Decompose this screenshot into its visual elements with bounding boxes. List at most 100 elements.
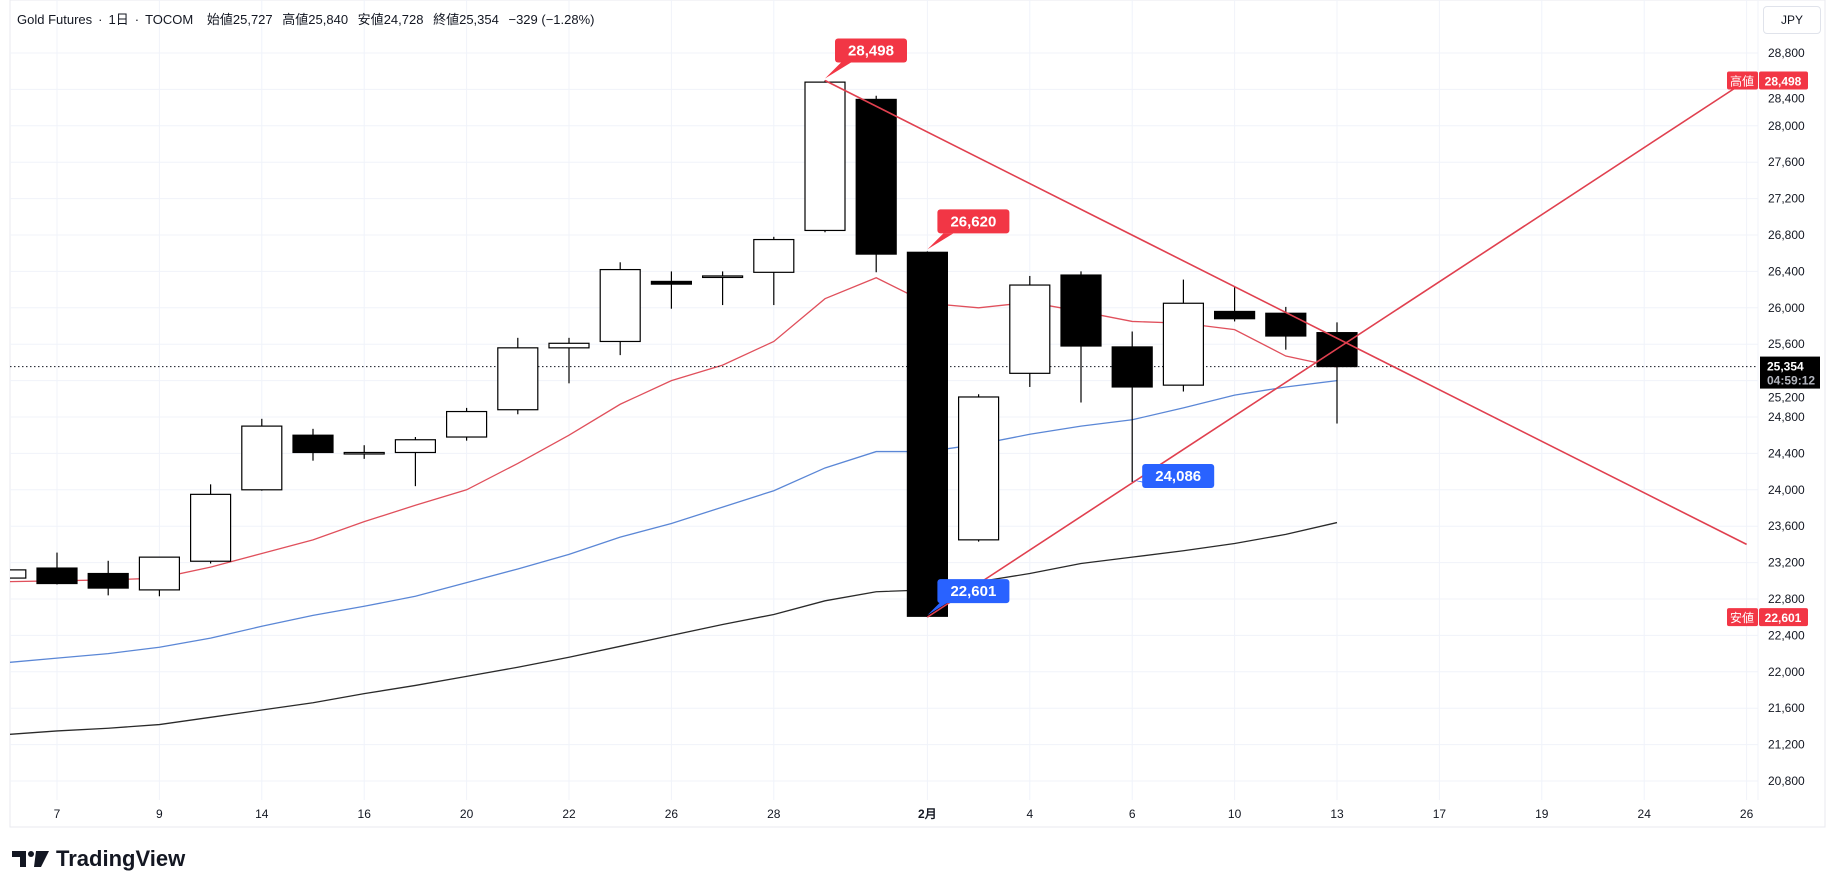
candle — [87, 560, 129, 596]
candle — [292, 428, 334, 461]
candle — [1009, 275, 1051, 387]
grid — [10, 0, 1758, 800]
callout-pointer — [927, 233, 954, 250]
callout-box — [835, 38, 907, 63]
time-tick-label: 28 — [767, 807, 781, 821]
candle — [650, 271, 693, 309]
candle-body — [1265, 312, 1307, 337]
high-value: 25,840 — [308, 12, 349, 27]
candle-body — [292, 434, 334, 454]
tradingview-logo[interactable]: TradingView — [12, 846, 185, 872]
price-tick-label: 24,800 — [1768, 410, 1805, 424]
price-tick-label: 26,400 — [1768, 264, 1805, 278]
price-tick-label: 28,400 — [1768, 91, 1805, 105]
candle-body — [87, 572, 129, 589]
high-label: 高値 — [282, 12, 309, 27]
callout-text: 22,601 — [950, 583, 996, 600]
legend-header: Gold Futures · 1日 · TOCOM 始値25,727 高値25,840 … — [17, 12, 595, 27]
low-marker-value-box — [1759, 608, 1808, 627]
price-tick-label: 22,400 — [1768, 628, 1805, 642]
price-callout: 28,498 — [825, 38, 907, 79]
candle — [957, 394, 1000, 542]
currency-button[interactable]: JPY — [1763, 6, 1821, 34]
time-tick-label: 4 — [1026, 807, 1033, 821]
low-label: 安値 — [357, 12, 384, 27]
close-value: 25,354 — [459, 12, 499, 27]
callout-text: 24,086 — [1155, 468, 1201, 485]
candle-body — [1213, 310, 1256, 320]
logo-text: TradingView — [56, 846, 186, 871]
candle — [804, 80, 846, 233]
candle-body — [10, 569, 27, 579]
candle-body — [1060, 274, 1102, 347]
price-tick-label: 27,200 — [1768, 192, 1805, 206]
candle — [36, 552, 78, 585]
candle-body — [701, 275, 744, 279]
time-tick-label: 14 — [255, 807, 269, 821]
candle-body — [138, 556, 180, 591]
price-tick-label: 28,000 — [1768, 119, 1805, 133]
candle-body — [241, 425, 283, 491]
candle — [190, 484, 232, 564]
high-marker-value: 28,498 — [1765, 74, 1802, 88]
price-tick-label: 25,600 — [1768, 337, 1805, 351]
candle — [599, 262, 641, 356]
moving-average-line-3 — [10, 521, 1338, 735]
candle-body — [1111, 346, 1153, 388]
price-tick-label: 21,200 — [1768, 738, 1805, 752]
candle — [343, 445, 385, 459]
candle-body — [804, 81, 846, 232]
current-price-value: 25,354 — [1767, 360, 1804, 374]
time-tick-label: 16 — [358, 807, 372, 821]
candle-body — [497, 347, 539, 411]
plot-area[interactable]: 28,498 26,620 24,086 22,601 — [0, 38, 1758, 735]
high-marker-value-box — [1759, 71, 1808, 90]
candle-body — [906, 251, 949, 617]
candle — [394, 437, 436, 487]
candle — [701, 271, 744, 306]
price-tick-label: 23,200 — [1768, 556, 1805, 570]
callout-text: 26,620 — [950, 213, 996, 230]
candle — [548, 337, 590, 384]
candle-body — [650, 280, 693, 285]
tradingview-logo-icon — [12, 851, 49, 867]
candle-body — [1009, 284, 1051, 374]
time-tick-label: 19 — [1535, 807, 1549, 821]
time-tick-label: 13 — [1330, 807, 1344, 821]
candle-body — [1162, 302, 1205, 386]
high-marker-label-box — [1727, 71, 1758, 90]
candle-body — [343, 451, 385, 455]
candle-body — [446, 410, 488, 438]
time-tick-label: 17 — [1433, 807, 1447, 821]
interval: 1日 — [108, 12, 129, 27]
price-axis[interactable]: 28,800 28,400 28,000 27,600 27,200 26,800 26,4… — [1768, 46, 1805, 788]
callout-box — [1142, 463, 1215, 488]
time-axis[interactable]: 7 9 14 16 20 22 26 28 2月 4 6 10 13 17 19 24 26 — [54, 807, 1754, 821]
price-tick-label: 20,800 — [1768, 774, 1805, 788]
trendline — [824, 79, 1747, 546]
candle — [138, 556, 180, 597]
price-tick-label: 26,000 — [1768, 301, 1805, 315]
callout-box — [937, 579, 1010, 604]
low-value: 24,728 — [383, 12, 424, 27]
candle — [1162, 279, 1205, 392]
candle-body — [394, 439, 436, 454]
price-callout: 24,086 — [1132, 463, 1215, 488]
time-tick-label: 9 — [156, 807, 163, 821]
low-marker-label-box — [1727, 608, 1758, 627]
candle — [497, 337, 539, 415]
change-value: −329 (−1.28%) — [508, 12, 595, 27]
symbol-name[interactable]: Gold Futures — [17, 12, 93, 27]
price-tick-label: 23,600 — [1768, 519, 1805, 533]
callout-text: 28,498 — [848, 42, 894, 59]
time-tick-label: 26 — [1740, 807, 1754, 821]
time-tick-label: 6 — [1129, 807, 1136, 821]
open-label: 始値 — [206, 12, 233, 27]
open-value: 25,727 — [232, 12, 273, 27]
price-tick-label: 25,200 — [1768, 391, 1805, 405]
trendline — [926, 79, 1748, 618]
candle-body — [753, 238, 795, 273]
candle — [1111, 331, 1153, 482]
